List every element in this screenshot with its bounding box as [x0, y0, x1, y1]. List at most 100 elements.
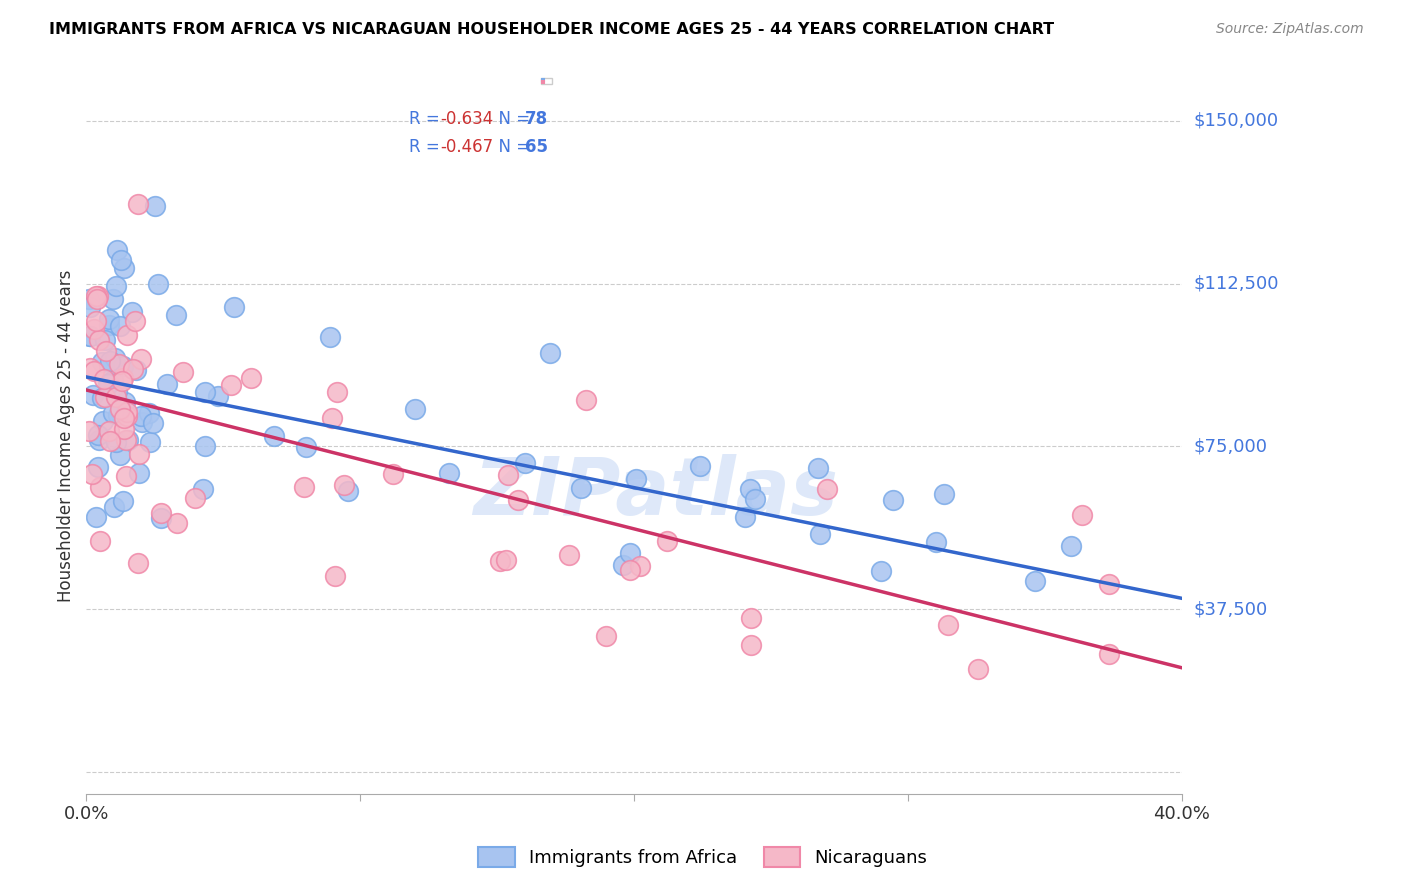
Point — [142, 416, 165, 430]
Point — [193, 439, 215, 453]
Point — [127, 556, 149, 570]
Point — [744, 492, 766, 507]
Text: $112,500: $112,500 — [1194, 275, 1278, 293]
Point — [104, 351, 127, 365]
Point — [115, 328, 138, 343]
Point — [240, 371, 263, 385]
Point — [86, 292, 108, 306]
Legend: Immigrants from Africa, Nicaraguans: Immigrants from Africa, Nicaraguans — [471, 839, 935, 874]
Point — [87, 428, 110, 442]
Point — [127, 197, 149, 211]
Point — [117, 433, 139, 447]
Point — [90, 391, 112, 405]
Point — [110, 319, 132, 334]
Point — [82, 388, 104, 402]
Point — [104, 278, 127, 293]
Point — [128, 447, 150, 461]
Point — [439, 467, 461, 481]
Point — [404, 401, 426, 416]
Point — [194, 385, 217, 400]
Point — [938, 618, 960, 632]
Point — [114, 395, 136, 409]
Point — [808, 526, 831, 541]
Point — [1098, 647, 1121, 661]
Point — [114, 422, 136, 436]
Text: $75,000: $75,000 — [1194, 437, 1267, 456]
Text: -0.467: -0.467 — [440, 138, 494, 156]
Text: ZIPatlas: ZIPatlas — [474, 454, 838, 532]
Point — [1098, 577, 1121, 591]
Point — [166, 516, 188, 531]
Point — [967, 662, 990, 676]
Point — [79, 329, 101, 343]
Point — [263, 429, 285, 443]
Point — [80, 467, 103, 482]
Point — [595, 629, 617, 643]
Point — [91, 355, 114, 369]
Point — [111, 494, 134, 508]
Point — [574, 392, 596, 407]
Point — [98, 434, 121, 449]
Point — [112, 261, 135, 276]
Point — [740, 483, 762, 497]
Point — [117, 405, 139, 419]
Point — [143, 199, 166, 213]
Point — [619, 546, 641, 560]
Point — [734, 510, 756, 524]
Point — [689, 458, 711, 473]
Point — [84, 510, 107, 524]
Text: -0.634: -0.634 — [440, 110, 494, 128]
Point — [1060, 539, 1083, 553]
Point — [740, 638, 762, 652]
Point — [628, 559, 651, 574]
Point — [129, 352, 152, 367]
Point — [105, 244, 128, 258]
Point — [101, 406, 124, 420]
Point — [79, 329, 101, 343]
Point — [84, 314, 107, 328]
Point — [489, 554, 512, 568]
Text: N =: N = — [488, 110, 536, 128]
Point — [612, 558, 634, 572]
Point — [97, 376, 120, 390]
Point — [129, 409, 152, 423]
Y-axis label: Householder Income Ages 25 - 44 years: Householder Income Ages 25 - 44 years — [58, 269, 75, 602]
Point — [124, 314, 146, 328]
Point — [740, 611, 762, 625]
Point — [108, 357, 131, 371]
Point — [105, 384, 128, 398]
Point — [103, 500, 125, 514]
Point — [89, 533, 111, 548]
Point — [882, 493, 904, 508]
Point — [1024, 574, 1046, 589]
Point — [624, 472, 647, 486]
Point — [149, 510, 172, 524]
Point — [815, 482, 838, 496]
Point — [155, 376, 177, 391]
Point — [292, 480, 315, 494]
Point — [93, 372, 115, 386]
Point — [117, 409, 139, 423]
Point — [77, 292, 100, 306]
Point — [655, 533, 678, 548]
Point — [125, 363, 148, 377]
Point — [333, 477, 356, 491]
Point — [1071, 508, 1094, 522]
Point — [619, 563, 641, 577]
Point — [79, 361, 101, 376]
Point — [107, 409, 129, 423]
Point — [89, 433, 111, 447]
Point — [207, 389, 229, 403]
Text: $150,000: $150,000 — [1194, 112, 1278, 130]
Point — [105, 434, 128, 449]
Point — [121, 305, 143, 319]
Point — [538, 346, 561, 360]
Point — [515, 456, 537, 470]
Point — [79, 300, 101, 314]
Point — [122, 362, 145, 376]
Text: $37,500: $37,500 — [1194, 600, 1267, 618]
Point — [224, 300, 246, 314]
Point — [94, 343, 117, 358]
Point — [148, 277, 170, 291]
Point — [94, 390, 117, 404]
